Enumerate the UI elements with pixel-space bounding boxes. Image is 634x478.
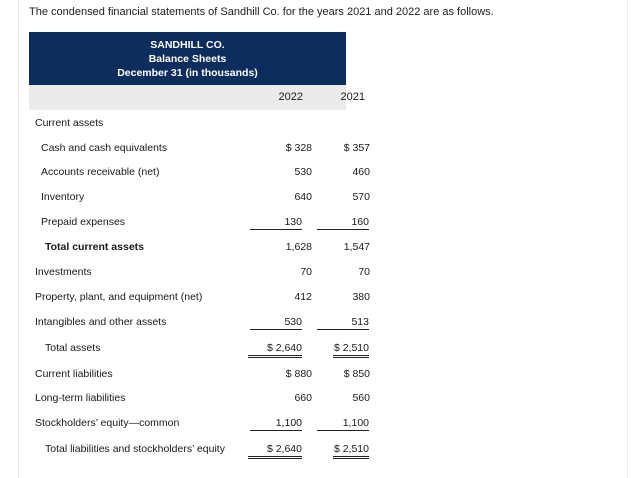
- column-2022: 2022: [278, 91, 303, 103]
- value-2021: $ 2,510: [333, 342, 369, 358]
- value-2022: 70: [300, 266, 312, 278]
- statement-period: December 31 (in thousands): [117, 67, 258, 79]
- intro-text: The condensed financial statements of Sa…: [29, 6, 494, 18]
- row-intangibles: Intangibles and other assets 530 513: [29, 313, 369, 333]
- content-frame: [18, 0, 628, 478]
- row-label: Long-term liabilities: [35, 392, 126, 404]
- row-label: Property, plant, and equipment (net): [35, 291, 203, 303]
- row-total-current-assets: Total current assets 1,628 1,547: [29, 238, 370, 258]
- row-label: Cash and cash equivalents: [41, 142, 168, 154]
- value-2022: 660: [294, 392, 312, 404]
- row-long-term-liabilities: Long-term liabilities 660 560: [29, 389, 370, 409]
- row-label: Total liabilities and stockholders’ equi…: [45, 443, 225, 455]
- row-label: Intangibles and other assets: [35, 316, 167, 328]
- row-stockholders-equity: Stockholders’ equity—common 1,100 1,100: [29, 414, 369, 434]
- row-accounts-receivable: Accounts receivable (net) 530 460: [29, 163, 370, 183]
- year-header-row: 2022 2021: [29, 85, 365, 110]
- value-2021: 1,547: [343, 241, 370, 253]
- company-name: SANDHILL CO.: [150, 39, 225, 51]
- row-cash: Cash and cash equivalents $ 328 $ 357: [29, 139, 370, 159]
- value-2022: 1,628: [285, 241, 312, 253]
- value-2021: $ 2,510: [333, 443, 369, 459]
- row-label: Current liabilities: [35, 368, 113, 380]
- value-2021: 560: [352, 392, 370, 404]
- value-2021: 513: [317, 316, 369, 330]
- row-label: Inventory: [41, 191, 85, 203]
- row-current-liabilities: Current liabilities $ 880 $ 850: [29, 365, 370, 385]
- row-label: Investments: [35, 266, 92, 278]
- value-2021: $ 357: [343, 142, 370, 154]
- value-2021: 70: [358, 266, 370, 278]
- value-2022: 530: [250, 316, 302, 330]
- value-2021: 570: [352, 191, 370, 203]
- value-2022: $ 328: [285, 142, 312, 154]
- row-ppe: Property, plant, and equipment (net) 412…: [29, 288, 370, 308]
- value-2022: $ 880: [285, 368, 312, 380]
- statement-title: Balance Sheets: [148, 53, 227, 65]
- value-2022: 530: [294, 166, 312, 178]
- row-inventory: Inventory 640 570: [29, 188, 370, 208]
- section-current-assets: Current assets: [29, 114, 346, 134]
- row-investments: Investments 70 70: [29, 263, 370, 283]
- value-2021: 160: [317, 216, 369, 230]
- value-2022: 412: [294, 291, 312, 303]
- row-total-assets: Total assets $ 2,640 $ 2,510: [29, 339, 369, 359]
- statement-header: SANDHILL CO. Balance Sheets December 31 …: [29, 32, 346, 85]
- row-label: Total current assets: [45, 241, 145, 253]
- row-label: Total assets: [45, 342, 101, 354]
- column-2021: 2021: [340, 91, 365, 103]
- row-label: Current assets: [35, 117, 104, 129]
- value-2022: 130: [250, 216, 302, 230]
- row-label: Stockholders’ equity—common: [35, 417, 180, 429]
- row-total-liabilities-equity: Total liabilities and stockholders’ equi…: [29, 440, 369, 460]
- value-2022: 640: [294, 191, 312, 203]
- value-2021: 1,100: [317, 417, 369, 431]
- value-2022: $ 2,640: [248, 443, 302, 459]
- value-2021: $ 850: [343, 368, 370, 380]
- row-label: Accounts receivable (net): [41, 166, 160, 178]
- row-label: Prepaid expenses: [41, 216, 126, 228]
- row-prepaid-expenses: Prepaid expenses 130 160: [29, 213, 369, 233]
- value-2021: 460: [352, 166, 370, 178]
- value-2021: 380: [352, 291, 370, 303]
- value-2022: 1,100: [250, 417, 302, 431]
- balance-sheet: SANDHILL CO. Balance Sheets December 31 …: [29, 32, 370, 459]
- value-2022: $ 2,640: [248, 342, 302, 358]
